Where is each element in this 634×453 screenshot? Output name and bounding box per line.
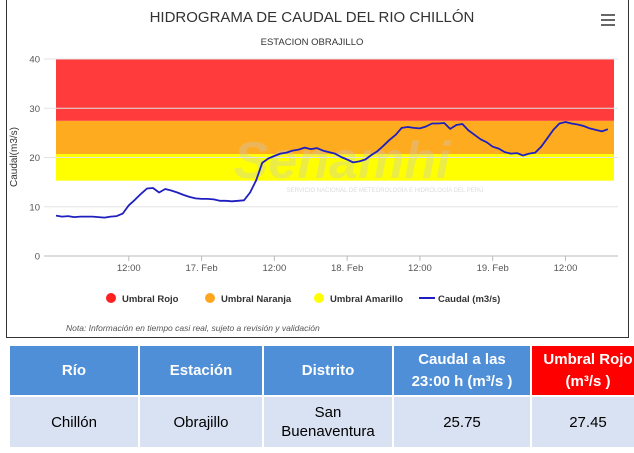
x-tick-label-2: 12:00 (262, 263, 286, 274)
series-line-caudal (55, 121, 609, 219)
y-tick-label-2: 20 (29, 153, 40, 164)
x-tick-label-4: 12:00 (408, 263, 432, 274)
cell-umbral-rojo: 27.45 (532, 397, 634, 447)
header-caudal: Caudal a las 23:00 h (m³/s ) (394, 346, 530, 395)
legend-item-0[interactable]: Umbral Rojo (106, 293, 179, 305)
table-row: Chillón Obrajillo San Buenaventura 25.75… (10, 397, 634, 447)
chart-title: HIDROGRAMA DE CAUDAL DEL RIO CHILLÓN (150, 9, 475, 26)
header-estacion: Estación (140, 346, 262, 395)
legend-item-1[interactable]: Umbral Naranja (205, 293, 292, 305)
legend-label-3: Caudal (m3/s) (438, 294, 500, 305)
chart-legend[interactable]: Umbral Rojo Umbral Naranja Umbral Amarillo… (106, 293, 500, 305)
y-tick-label-4: 40 (29, 55, 40, 66)
x-tick-label-5: 19. Feb (477, 263, 509, 274)
chart-subtitle: ESTACION OBRAJILLO (261, 37, 364, 48)
chart-menu-icon[interactable] (601, 14, 615, 26)
station-summary-table: Río Estación Distrito Caudal a las 23:00… (8, 344, 634, 449)
legend-item-2[interactable]: Umbral Amarillo (314, 293, 403, 305)
y-axis-label: Caudal(m3/s) (9, 127, 20, 187)
x-tick-label-1: 17. Feb (185, 263, 217, 274)
header-rio: Río (10, 346, 138, 395)
cell-distrito: San Buenaventura (264, 397, 392, 447)
legend-symbol-1 (205, 293, 215, 303)
legend-label-2: Umbral Amarillo (330, 294, 403, 305)
threshold-band-2 (56, 59, 614, 121)
watermark-subtitle: SERVICIO NACIONAL DE METEOROLOGÍA E HIDR… (287, 187, 484, 194)
y-tick-label-1: 10 (29, 202, 40, 213)
legend-item-3[interactable]: Caudal (m3/s) (419, 294, 500, 305)
legend-symbol-0 (106, 293, 116, 303)
threshold-band-0 (56, 154, 614, 181)
watermark-title: Senamhi (234, 132, 452, 190)
x-tick-label-0: 12:00 (117, 263, 141, 274)
header-umbral-rojo: Umbral Rojo (m³/s ) (532, 346, 634, 395)
x-tick-label-6: 12:00 (554, 263, 578, 274)
table-header-row: Río Estación Distrito Caudal a las 23:00… (10, 346, 634, 395)
y-tick-label-0: 0 (35, 252, 40, 263)
cell-estacion: Obrajillo (140, 397, 262, 447)
y-tick-label-3: 30 (29, 104, 40, 115)
legend-symbol-2 (314, 293, 324, 303)
chart-note: Nota: Información en tiempo casi real, s… (66, 323, 320, 333)
cell-rio: Chillón (10, 397, 138, 447)
hydrograph-chart: Senamhi SERVICIO NACIONAL DE METEOROLOGÍ… (9, 9, 618, 333)
cell-caudal: 25.75 (394, 397, 530, 447)
legend-label-0: Umbral Rojo (122, 294, 179, 305)
threshold-band-1 (56, 120, 614, 155)
legend-label-1: Umbral Naranja (221, 294, 292, 305)
senamhi-watermark: Senamhi SERVICIO NACIONAL DE METEOROLOGÍ… (234, 132, 484, 194)
header-distrito: Distrito (264, 346, 392, 395)
x-tick-label-3: 18. Feb (331, 263, 363, 274)
